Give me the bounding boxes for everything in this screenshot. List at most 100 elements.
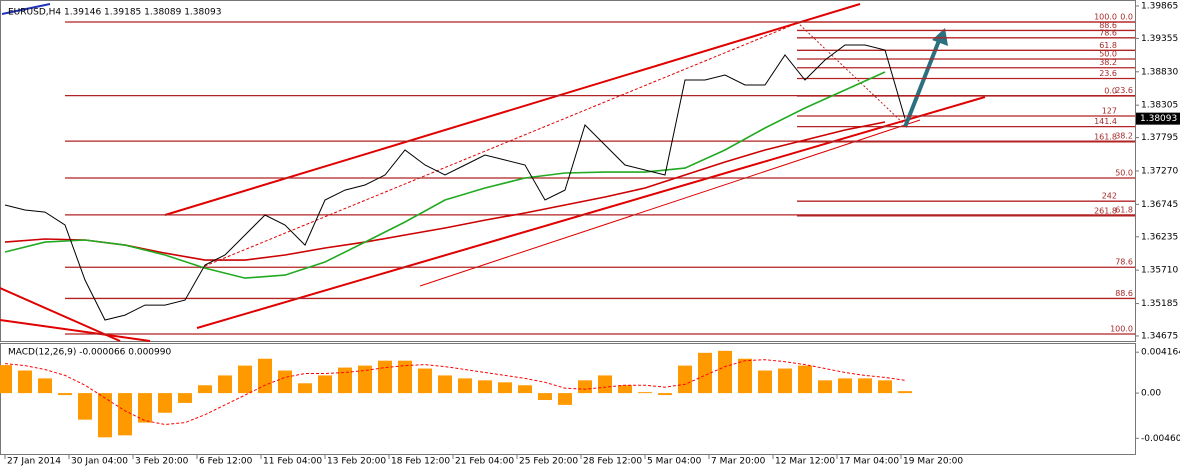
trend-line	[419, 119, 921, 287]
macd-bar	[378, 360, 392, 394]
macd-bar	[318, 375, 332, 394]
trend-line	[0, 287, 121, 342]
fib-label: 23.6	[1115, 86, 1133, 95]
arrow-shaft	[903, 37, 942, 128]
x-tick-label: 7 Mar 20:00	[711, 457, 766, 467]
macd-y-tick-label: 0.00	[1141, 389, 1161, 399]
macd-bar	[18, 370, 32, 394]
chart-title: EURUSD,H4 1.39146 1.39185 1.38089 1.3809…	[8, 8, 221, 18]
macd-bar	[838, 378, 852, 394]
fib-label: 61.8	[1099, 41, 1117, 50]
y-tick-label: 1.37795	[1141, 133, 1178, 143]
fib-label: 88.6	[1115, 289, 1133, 298]
x-tick-label: 27 Jan 2014	[7, 457, 61, 467]
y-tick-label: 1.36745	[1141, 200, 1178, 210]
macd-bar	[58, 393, 72, 396]
macd-bar	[38, 378, 52, 394]
macd-bar	[178, 393, 192, 403]
fib-label: 23.6	[1099, 69, 1117, 78]
fib-label: 161.8	[1094, 132, 1117, 141]
macd-bar	[298, 383, 312, 394]
fib-label: 100.0	[1094, 13, 1117, 22]
macd-bar	[478, 380, 492, 394]
channel-upper	[164, 3, 861, 216]
x-tick-label: 13 Feb 20:00	[327, 457, 386, 467]
macd-bar	[658, 393, 672, 396]
dashed-line	[199, 21, 801, 269]
trend-line	[0, 319, 151, 342]
fib-label: 0.0	[1120, 13, 1133, 22]
fib-label: 242	[1102, 192, 1117, 201]
x-tick-label: 3 Feb 20:00	[135, 457, 189, 467]
macd-bar	[438, 375, 452, 394]
macd-bar	[218, 375, 232, 394]
macd-y-tick-label: 0.004164	[1141, 348, 1180, 358]
macd-title: MACD(12,26,9) -0.000066 0.000990	[8, 348, 171, 358]
macd-bar	[158, 393, 172, 413]
macd-bar	[638, 392, 652, 394]
x-tick-label: 6 Feb 12:00	[199, 457, 253, 467]
y-tick-label: 1.37270	[1141, 166, 1178, 176]
y-tick-label: 1.39355	[1141, 34, 1178, 44]
macd-bar	[578, 380, 592, 394]
fib-label: 78.6	[1115, 258, 1133, 267]
x-tick-label: 19 Mar 20:00	[903, 457, 963, 467]
macd-bar	[698, 352, 712, 394]
x-tick-label: 5 Mar 04:00	[647, 457, 702, 467]
x-tick-label: 25 Feb 20:00	[519, 457, 578, 467]
macd-bar	[98, 393, 112, 438]
trend-line-blue	[1, 3, 51, 15]
macd-bar	[78, 393, 92, 420]
fib-label: 38.2	[1099, 58, 1117, 67]
macd-bar	[198, 385, 212, 394]
last-price-label: 1.38093	[1140, 114, 1177, 124]
x-tick-label: 30 Jan 04:00	[71, 457, 128, 467]
macd-bar	[498, 382, 512, 394]
x-tick-label: 12 Mar 12:00	[775, 457, 835, 467]
macd-bar	[238, 365, 252, 394]
macd-bar	[778, 368, 792, 394]
macd-bar	[798, 365, 812, 394]
macd-bar	[0, 365, 13, 394]
macd-bar	[338, 367, 352, 394]
macd-bar	[138, 393, 152, 423]
macd-bar	[678, 365, 692, 394]
moving-average	[4, 121, 886, 261]
fib-label: 127	[1102, 106, 1117, 115]
macd-bar	[598, 375, 612, 394]
x-tick-label: 21 Feb 04:00	[455, 457, 514, 467]
y-tick-label: 1.35185	[1141, 299, 1178, 309]
macd-bar	[398, 360, 412, 394]
channel-lower	[196, 96, 986, 329]
fib-label: 141.4	[1094, 117, 1117, 126]
fib-label: 61.8	[1115, 205, 1133, 214]
macd-bar	[418, 368, 432, 394]
x-tick-label: 11 Feb 04:00	[263, 457, 322, 467]
moving-average	[4, 71, 886, 279]
fib-label: 100.0	[1110, 325, 1133, 334]
macd-signal	[4, 359, 906, 426]
macd-bar	[518, 385, 532, 394]
macd-panel-frame	[0, 343, 1136, 455]
x-tick-label: 18 Feb 12:00	[391, 457, 450, 467]
macd-bar	[618, 385, 632, 394]
macd-bar	[758, 370, 772, 394]
y-tick-label: 1.38830	[1141, 67, 1178, 77]
y-tick-label: 1.36235	[1141, 232, 1178, 242]
macd-bar	[278, 370, 292, 394]
macd-bar	[878, 380, 892, 394]
x-tick-label: 17 Mar 04:00	[839, 457, 899, 467]
x-tick-label: 28 Feb 12:00	[583, 457, 642, 467]
y-tick-label: 1.34675	[1141, 331, 1178, 341]
macd-bar	[898, 391, 912, 394]
macd-bar	[858, 378, 872, 394]
fib-label: 0.0	[1104, 87, 1117, 96]
macd-bar	[458, 378, 472, 394]
y-tick-label: 1.38305	[1141, 101, 1178, 111]
macd-bar	[538, 393, 552, 400]
last-price-box	[1136, 112, 1180, 125]
macd-bar	[558, 393, 572, 405]
macd-bar	[118, 393, 132, 436]
macd-bar	[258, 358, 272, 394]
